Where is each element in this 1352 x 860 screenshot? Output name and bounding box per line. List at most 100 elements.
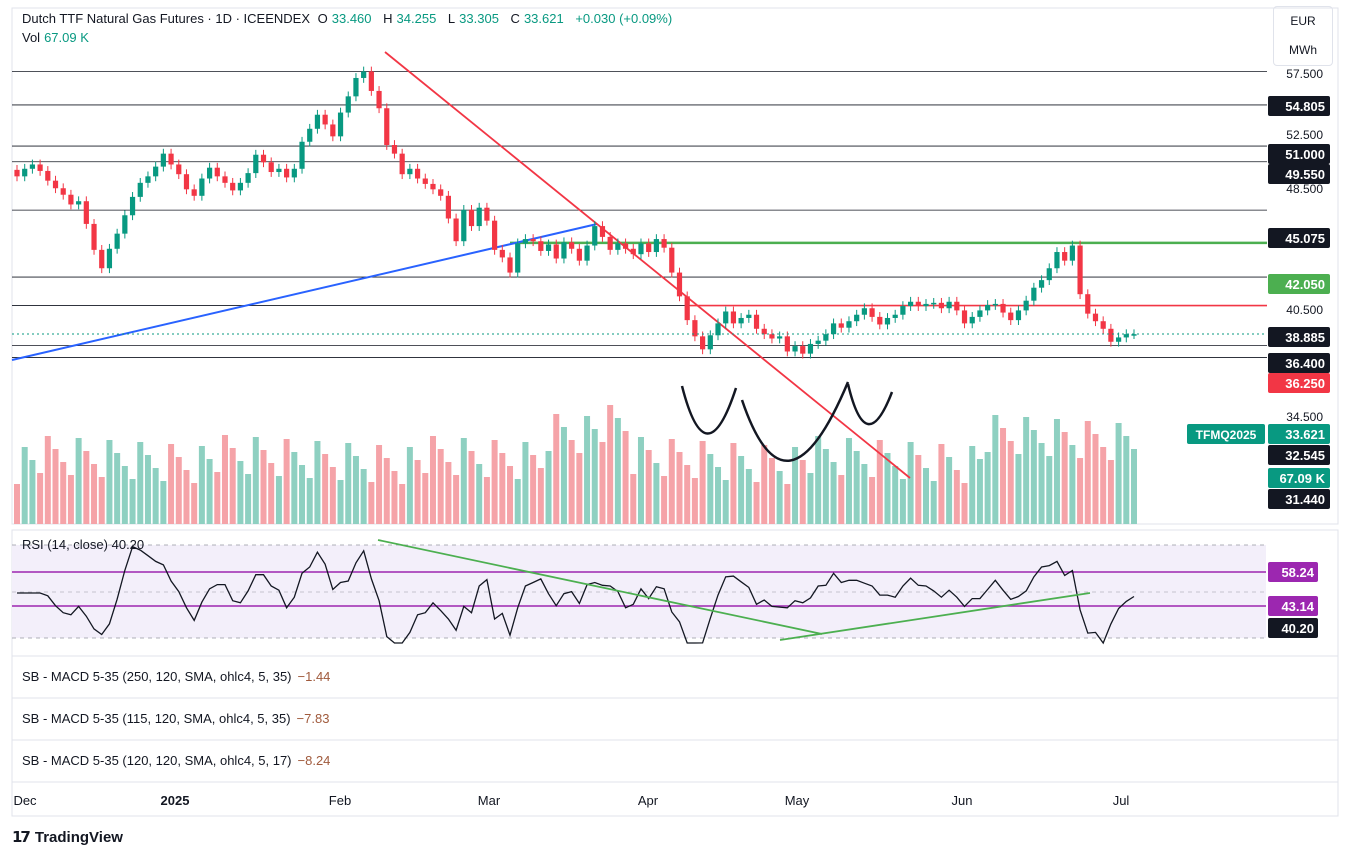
volume-bar <box>946 457 953 524</box>
candle-body <box>861 308 867 315</box>
candle-body <box>985 305 991 311</box>
candle-body <box>445 195 451 219</box>
tradingview-logo[interactable]: 𝟭𝟳 TradingView <box>12 828 123 847</box>
volume-bar <box>522 442 529 524</box>
volume-bar <box>923 468 930 524</box>
volume-bar <box>684 465 691 524</box>
volume-bar <box>707 454 714 524</box>
volume-bar <box>445 462 452 524</box>
candle-body <box>260 154 267 163</box>
candle-body <box>129 196 136 216</box>
volume-bar <box>1007 441 1014 524</box>
volume-bar <box>260 450 267 524</box>
candle-body <box>337 112 344 137</box>
volume-bar <box>268 463 275 524</box>
volume-bar <box>822 449 829 524</box>
candle-body <box>507 257 513 273</box>
candle-body <box>307 128 313 142</box>
volume-bar <box>114 453 121 524</box>
volume-bars <box>14 405 1137 524</box>
volume-bar <box>784 484 791 524</box>
volume-bar <box>722 480 729 524</box>
candle-body <box>430 183 436 190</box>
volume-bar <box>152 468 159 524</box>
candle-body <box>969 316 975 324</box>
candle-body <box>938 302 945 309</box>
volume-bar <box>869 477 876 524</box>
candle-body <box>815 340 821 344</box>
volume-bar <box>1023 417 1030 524</box>
candle-body <box>83 201 89 224</box>
candle-body <box>946 301 952 309</box>
candle-body <box>168 153 174 165</box>
volume-bar <box>668 439 675 524</box>
price-label: 54.805 <box>1285 99 1325 114</box>
candle-body <box>977 310 983 317</box>
candle-body <box>707 335 713 350</box>
volume-bar <box>568 440 575 524</box>
candle-body <box>245 173 251 183</box>
candle-body <box>800 346 806 354</box>
candle-body <box>492 220 498 250</box>
price-label: 42.050 <box>1285 277 1325 292</box>
close-value: C 33.621 <box>510 11 564 26</box>
volume-bar <box>1077 458 1084 524</box>
volume-bar <box>106 440 113 524</box>
volume-bar <box>1131 449 1137 524</box>
candle-body <box>954 301 960 311</box>
y-tick-label: 48.500 <box>1286 182 1323 196</box>
candle-body <box>407 168 413 175</box>
volume-legend: Vol 67.09 K <box>22 30 89 45</box>
rsi-level-label: 58.24 <box>1281 565 1314 580</box>
candle-body <box>476 207 482 227</box>
cup-arc-right <box>740 381 850 462</box>
candle-body <box>60 188 66 195</box>
candle-body <box>391 145 398 154</box>
volume-bar <box>907 442 914 524</box>
candle-body <box>792 346 798 352</box>
volume-bar <box>915 455 922 524</box>
volume-bar <box>1123 436 1130 524</box>
candle-body <box>222 176 228 183</box>
price-label-box <box>1268 353 1330 373</box>
volume-bar <box>21 447 28 524</box>
x-tick-label: Mar <box>478 793 501 808</box>
volume-bar <box>1030 430 1037 524</box>
candle-body <box>561 242 567 259</box>
y-tick-label: 40.500 <box>1286 303 1323 317</box>
currency-label[interactable]: EUR <box>1290 14 1316 28</box>
volume-bar <box>807 473 814 524</box>
volume-bar <box>468 451 475 524</box>
candle-body <box>530 239 536 242</box>
macd-legend-2: SB - MACD 5-35 (115, 120, SMA, ohlc4, 5,… <box>22 711 330 726</box>
unit-selector[interactable]: EUR MWh <box>1273 6 1333 66</box>
price-label-box <box>1268 424 1330 444</box>
candle-body <box>777 336 783 339</box>
volume-bar <box>884 453 891 524</box>
volume-bar <box>306 478 313 524</box>
volume-bar <box>129 479 136 524</box>
volume-bar <box>491 440 498 524</box>
volume-bar <box>614 418 621 524</box>
candle-body <box>1046 268 1052 281</box>
candle-body <box>900 306 906 315</box>
price-label-box <box>1268 274 1330 294</box>
candle-body <box>854 314 860 322</box>
volume-bar <box>553 414 560 524</box>
candle-body <box>569 242 575 249</box>
volume-bar <box>676 452 683 524</box>
volume-bar <box>98 477 105 524</box>
price-label-box <box>1268 96 1330 116</box>
candle-body <box>723 311 729 324</box>
volume-bar <box>1046 456 1053 524</box>
symbol-title: Dutch TTF Natural Gas Futures · 1D · ICE… <box>22 11 310 26</box>
candle-body <box>1054 252 1060 269</box>
volume-bar <box>229 448 236 524</box>
volume-bar <box>345 443 352 524</box>
volume-bar <box>483 477 490 524</box>
candle-body <box>37 164 43 171</box>
candle-body <box>638 243 644 255</box>
unit-label[interactable]: MWh <box>1289 43 1317 57</box>
volume-bar <box>183 470 190 524</box>
